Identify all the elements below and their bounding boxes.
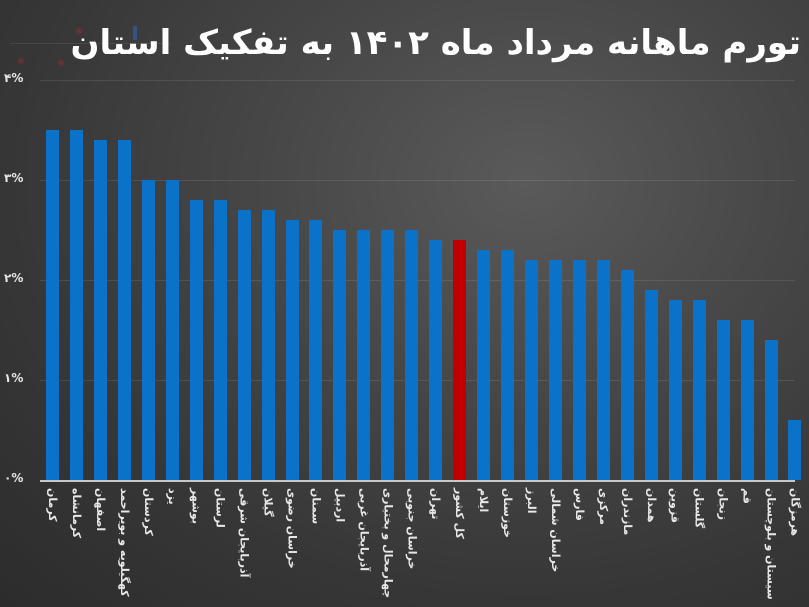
bar-national-average <box>453 240 467 480</box>
x-axis-label: کهگیلویه و بویراحمد <box>117 488 131 597</box>
x-axis-label: قم <box>740 488 754 504</box>
bar <box>644 290 658 480</box>
bar <box>141 180 155 480</box>
x-axis-label: البرز <box>525 488 538 514</box>
x-axis-label: اردبیل <box>333 488 347 523</box>
x-axis-label: فارس <box>572 488 586 521</box>
y-tick-3: ۳% <box>4 171 24 185</box>
bar <box>572 260 586 480</box>
x-axis-line <box>40 480 795 482</box>
bar <box>620 270 634 480</box>
bar <box>357 230 371 480</box>
x-axis-label: قزوین <box>668 488 682 523</box>
y-tick-4: ۴% <box>4 71 24 85</box>
x-axis-label: خراسان شمالی <box>548 488 562 573</box>
x-axis-label: سمنان <box>309 488 323 525</box>
x-axis-label: خراسان رضوی <box>285 488 299 569</box>
bar <box>261 210 275 480</box>
bar <box>668 300 682 480</box>
bar <box>381 230 395 480</box>
x-axis-label: خوزستان <box>501 488 515 538</box>
bar <box>237 210 251 480</box>
bar <box>548 260 562 480</box>
x-axis-label: مرکزی <box>596 488 610 525</box>
y-tick-2: ۲% <box>4 271 24 285</box>
bar <box>405 230 419 480</box>
bar <box>117 140 131 480</box>
bar <box>764 340 778 480</box>
bar <box>716 320 730 480</box>
bar <box>165 180 179 480</box>
x-axis-label: اصفهان <box>93 488 107 532</box>
y-tick-1: ۱% <box>4 371 24 385</box>
bar <box>333 230 347 480</box>
bar <box>285 220 299 480</box>
x-axis-label: کل کشور <box>453 488 467 539</box>
x-axis-label: خراسان جنوبی <box>405 488 419 570</box>
x-axis-label: گلستان <box>692 488 706 529</box>
x-axis-label: چهارمحال و بختیاری <box>381 488 395 599</box>
x-axis-label: لرستان <box>213 488 227 528</box>
x-axis-label: زنجان <box>716 488 730 520</box>
bar <box>309 220 323 480</box>
x-axis-label: کرمانشاه <box>69 488 83 539</box>
bar <box>692 300 706 480</box>
x-axis-label: سیستان و بلوچستان <box>764 488 778 600</box>
bar <box>189 200 203 480</box>
x-axis-label: بوشهر <box>189 488 203 524</box>
bar <box>213 200 227 480</box>
x-axis-label: کردستان <box>141 488 155 536</box>
bar <box>740 320 754 480</box>
bar <box>501 250 515 480</box>
bar <box>596 260 610 480</box>
x-axis-label: آذربایجان غربی <box>357 488 371 572</box>
x-axis-label: تهران <box>429 488 443 520</box>
x-axis-label: گیلان <box>261 488 275 517</box>
bar <box>69 130 83 480</box>
x-axis-label: مازندران <box>620 488 634 536</box>
bar <box>525 260 538 480</box>
gridline-4 <box>40 80 795 81</box>
chart-title: تورم ماهانه مرداد ماه ۱۴۰۲ به تفکیک استا… <box>70 23 801 63</box>
x-axis-label: یزد <box>165 488 179 505</box>
x-axis-label: آذربایجان شرقی <box>237 488 251 578</box>
x-axis-label: کرمان <box>46 488 59 522</box>
x-axis-label: همدان <box>644 488 658 523</box>
x-axis-label: ایلام <box>477 488 491 513</box>
bar <box>788 420 802 480</box>
y-tick-0: ۰% <box>4 471 24 485</box>
gridline-3 <box>40 180 795 181</box>
bar <box>46 130 59 480</box>
x-axis-label: هرمزگان <box>788 488 802 537</box>
bar <box>429 240 443 480</box>
bar <box>93 140 107 480</box>
bar <box>477 250 491 480</box>
